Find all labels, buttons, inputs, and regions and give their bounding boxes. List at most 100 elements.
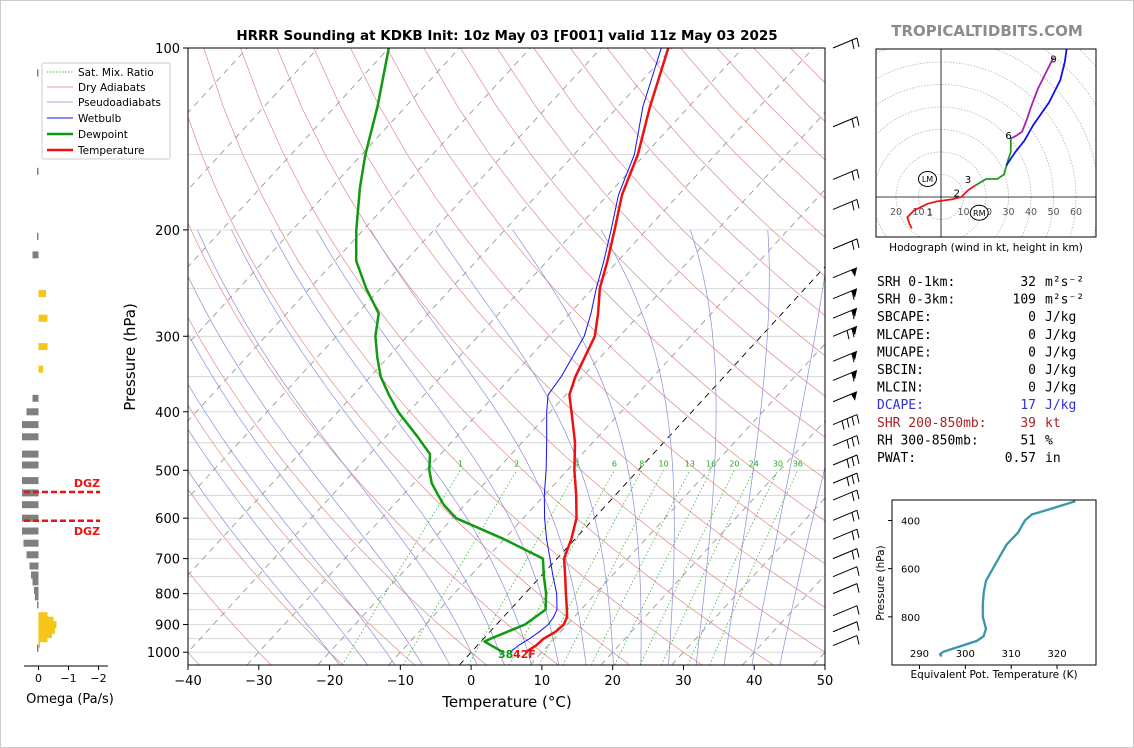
- legend-box: [41, 62, 171, 160]
- wind-barb: [832, 288, 858, 300]
- wind-barb: [832, 238, 860, 250]
- barb-staff: [832, 307, 858, 319]
- legend-label-moist: Pseudoadiabats: [78, 97, 161, 109]
- wind-barb: [832, 325, 858, 340]
- mixing-ratio-label: 20: [729, 459, 739, 468]
- mixing-ratio-labels: 1 2 4 6 8 10 13 16 20 24 30 36: [458, 459, 803, 468]
- pseudoadiabat: [751, 271, 825, 665]
- barb-staff: [832, 548, 858, 560]
- hodograph-labels: 201010203040506012369LMRM: [890, 55, 1082, 221]
- x-tick-label: 40: [746, 674, 763, 689]
- index-unit: in: [1045, 451, 1061, 466]
- pseudoadiabat: [512, 229, 642, 665]
- index-value: 0: [1028, 345, 1036, 360]
- index-value: 0: [1028, 363, 1036, 378]
- hodograph-ring-label: 50: [1047, 207, 1059, 218]
- index-value: 0.57: [1005, 451, 1036, 466]
- index-value: 0: [1028, 328, 1036, 343]
- theta-e-y-tick-label: 400: [901, 516, 920, 527]
- hodograph-height-label: 3: [965, 175, 971, 186]
- barb-feather: [856, 510, 860, 520]
- index-label: SBCIN:: [877, 363, 924, 378]
- dry-adiabat: [188, 116, 631, 665]
- barb-flag: [851, 267, 857, 277]
- dry-adiabat: [188, 222, 559, 665]
- mixing-ratio-line: [538, 470, 643, 665]
- barb-staff: [832, 391, 858, 403]
- x-tick-label: 20: [604, 674, 621, 689]
- barb-staff: [832, 472, 858, 484]
- dry-adiabat: [203, 48, 702, 665]
- barb-feather: [856, 473, 860, 483]
- y-tick-label: 400: [155, 406, 180, 421]
- hodograph-ring-label: 30: [1002, 207, 1014, 218]
- omega-bar: [22, 450, 39, 458]
- barb-feather: [851, 550, 855, 560]
- barb-feather: [851, 491, 855, 502]
- barb-feather: [851, 372, 855, 382]
- isotherm-line: [188, 48, 319, 191]
- y-tick-label: 200: [155, 224, 180, 239]
- barb-feather: [851, 416, 855, 426]
- hodograph-ring-label: 60: [1070, 207, 1082, 218]
- barb-staff: [832, 238, 858, 250]
- barb-feather: [851, 201, 855, 211]
- profile-temperature: [524, 48, 670, 654]
- hodograph-height-label: 2: [954, 189, 960, 200]
- dry-adiabats: [188, 48, 825, 665]
- theta-e-frame: [891, 499, 1097, 666]
- dgz-label: DGZ: [74, 525, 100, 538]
- storm-motion-marker: [918, 171, 937, 187]
- barb-staff: [832, 635, 858, 647]
- skew-t-x-ticks: −40 −30 −20 −10 0 10 20 30 40 50: [174, 665, 833, 689]
- theta-e-x-tick-label: 320: [1047, 649, 1066, 660]
- omega-bar: [37, 232, 39, 240]
- dry-adiabat: [570, 48, 825, 317]
- omega-bar: [38, 626, 55, 634]
- profile-wetbulb: [509, 48, 662, 653]
- hodograph-height-label: 9: [1050, 55, 1056, 66]
- barb-feather: [846, 477, 850, 487]
- y-tick-label: 300: [155, 330, 180, 345]
- pseudoadiabat: [197, 229, 478, 665]
- x-tick-label: 0: [467, 674, 475, 689]
- surface-temperature-label: 42F: [513, 648, 536, 661]
- index-unit: J/kg: [1045, 310, 1076, 325]
- omega-bar: [37, 167, 39, 175]
- isotherm-line: [317, 111, 825, 665]
- hodograph-frame: [875, 48, 1097, 238]
- wind-barb: [832, 414, 860, 430]
- y-tick-label: 600: [155, 512, 180, 527]
- storm-motion-label: LM: [922, 175, 933, 184]
- omega-bar: [22, 501, 39, 509]
- omega-x-label: Omega (Pa/s): [26, 692, 114, 707]
- legend-label-dewpoint: Dewpoint: [78, 129, 128, 141]
- hodograph-caption: Hodograph (wind in kt, height in km): [889, 242, 1083, 254]
- omega-bar: [38, 631, 52, 639]
- dry-adiabat: [386, 48, 825, 522]
- barb-feather: [856, 529, 860, 539]
- omega-bar: [34, 586, 39, 594]
- index-unit: J/kg: [1045, 381, 1076, 396]
- mixing-ratio-line: [591, 470, 691, 665]
- dry-adiabat: [533, 48, 825, 357]
- barb-feather: [851, 171, 855, 181]
- legend-label-temperature: Temperature: [77, 145, 145, 157]
- pseudoadiabat: [316, 229, 560, 665]
- barb-feather: [856, 621, 860, 631]
- omega-bars: [22, 69, 57, 652]
- wind-barb: [832, 605, 860, 617]
- wind-barb: [832, 350, 858, 363]
- omega-bar: [22, 489, 39, 497]
- mixing-ratio-label: 8: [639, 459, 644, 468]
- y-tick-label: 900: [155, 619, 180, 634]
- omega-bar: [22, 527, 39, 535]
- legend: Sat. Mix. Ratio Dry Adiabats Pseudoadiab…: [41, 62, 171, 160]
- omega-bar: [32, 394, 39, 402]
- wind-barb: [832, 454, 860, 469]
- mixing-ratio-line: [562, 470, 664, 665]
- index-label: SRH 0-3km:: [877, 293, 955, 308]
- mixing-ratio-line: [660, 470, 755, 665]
- omega-bar: [38, 621, 57, 629]
- mixing-ratio-label: 30: [773, 459, 783, 468]
